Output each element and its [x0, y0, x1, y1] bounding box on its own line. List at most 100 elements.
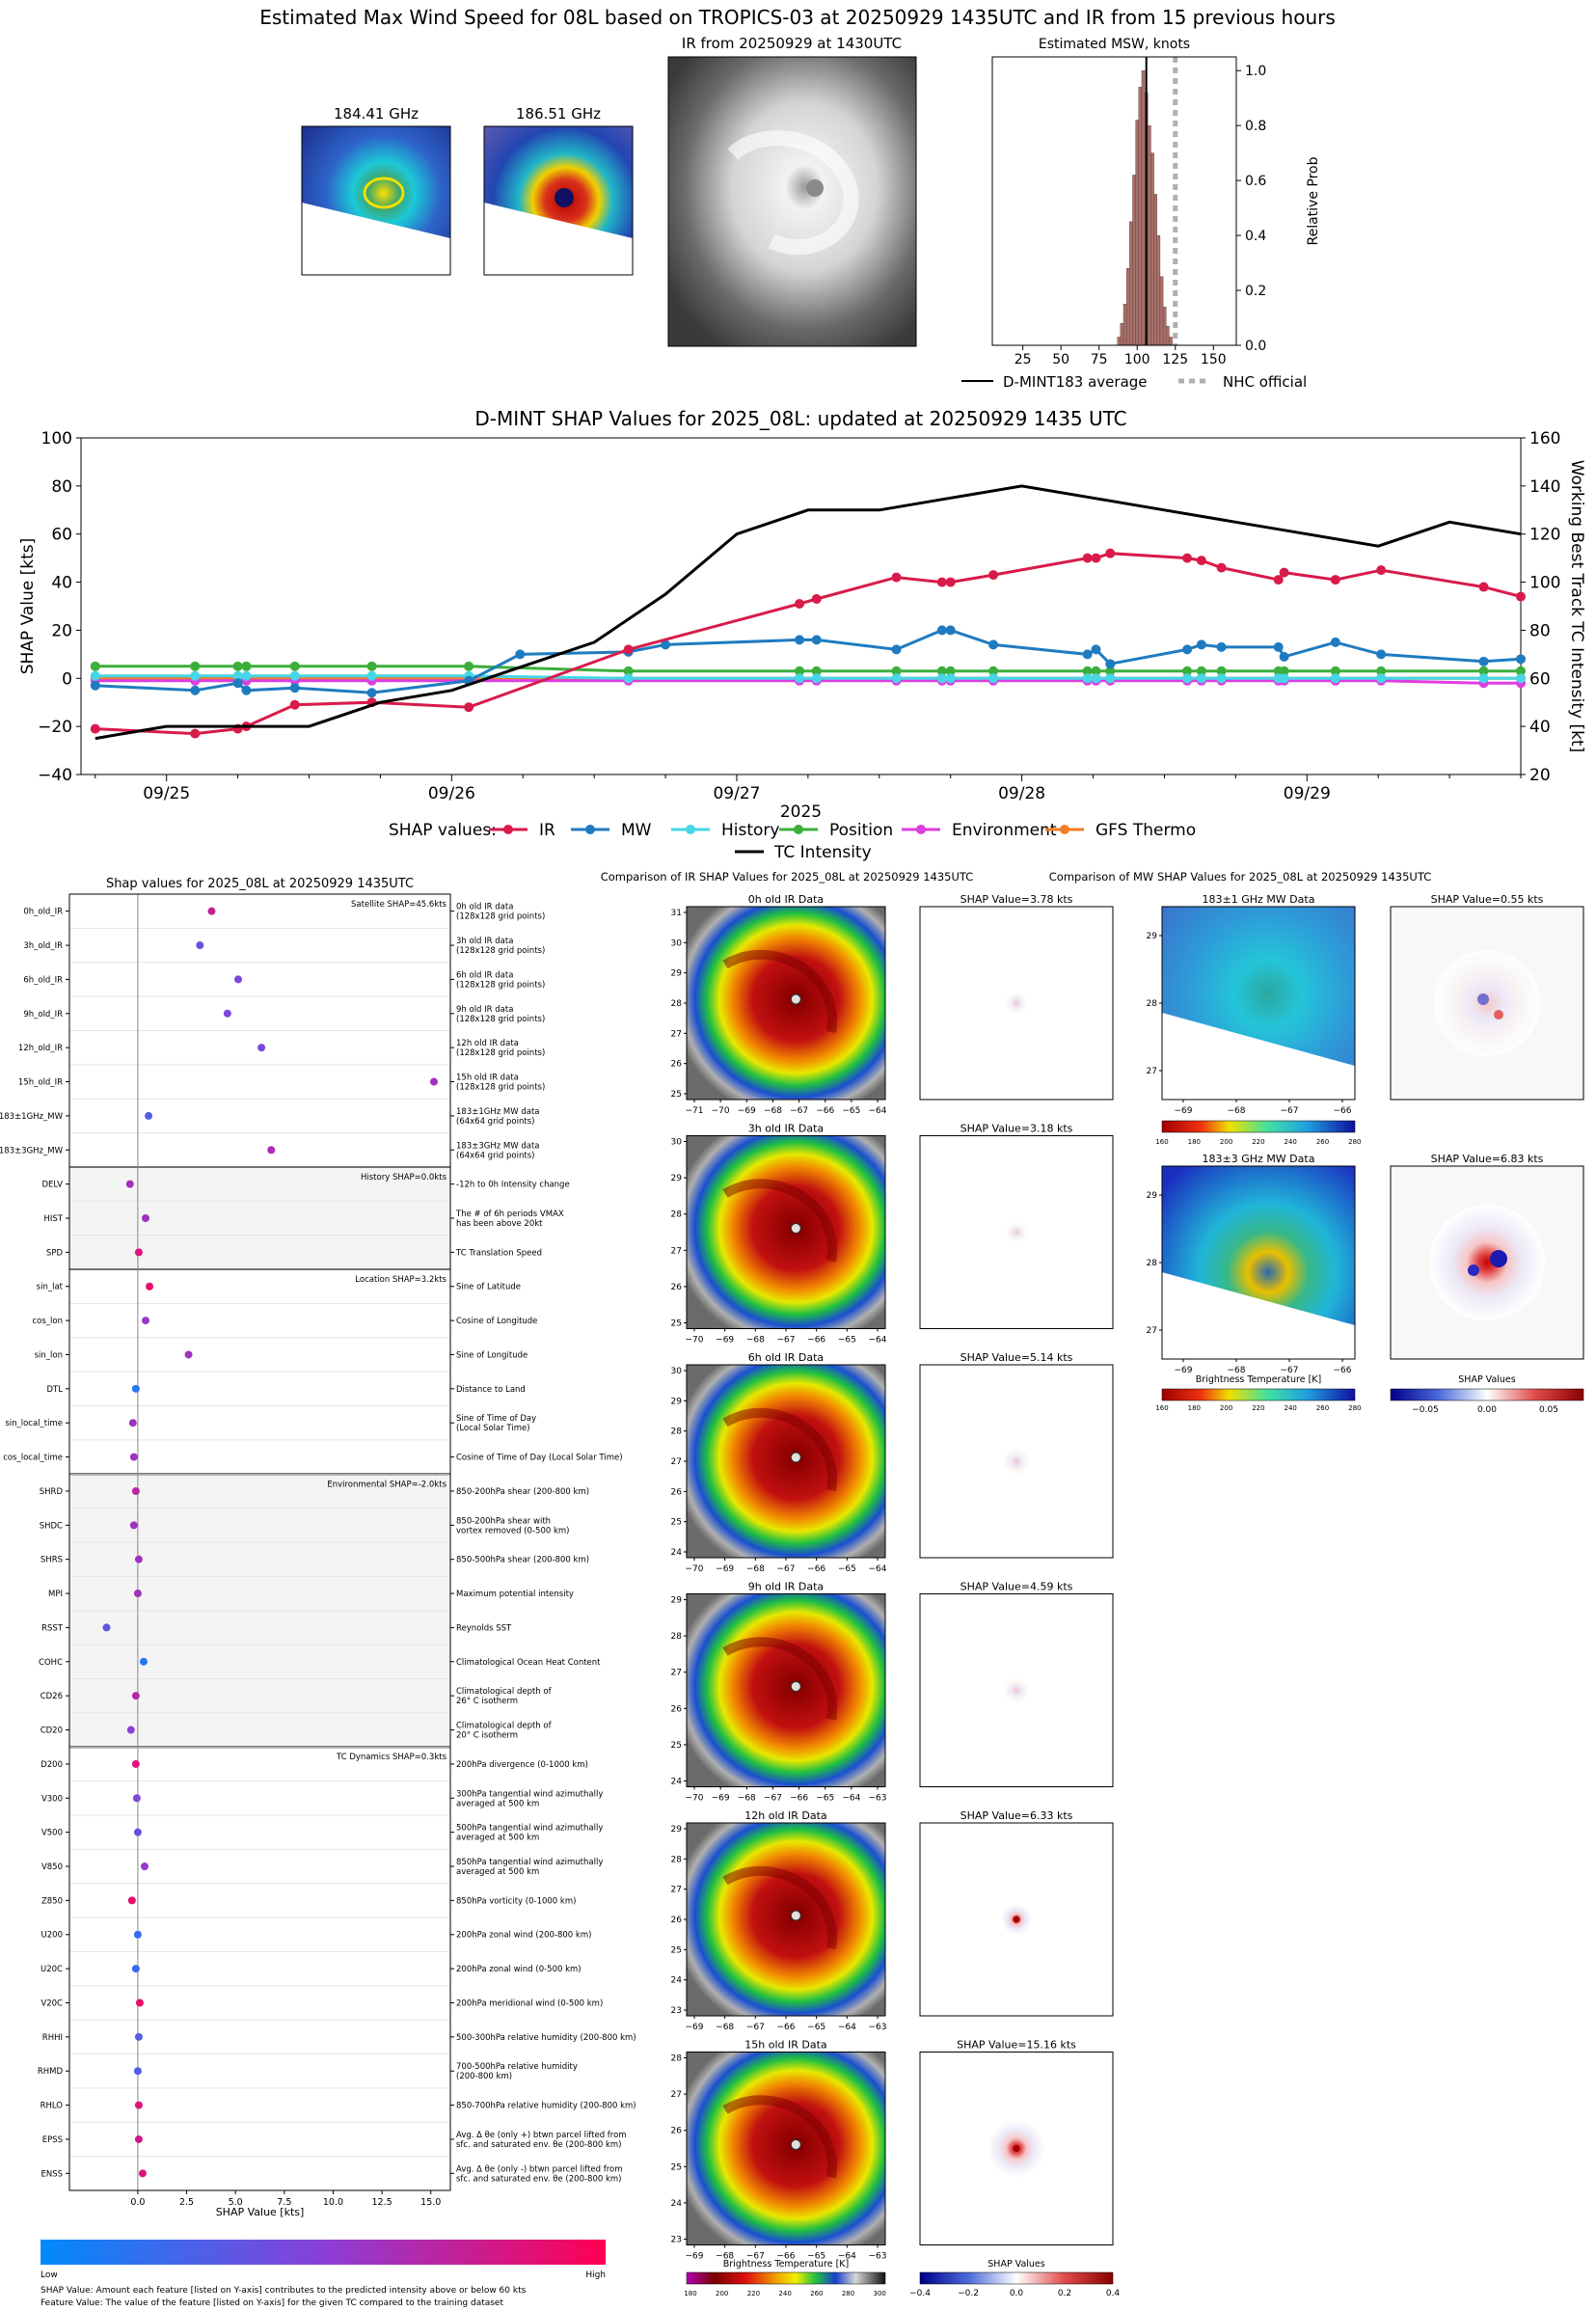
ir-ytick-label: 26 [671, 1916, 683, 1925]
ir-eye [790, 1910, 801, 1921]
mw-bt-colorbar-label: Brightness Temperature [K] [1196, 1374, 1321, 1385]
legend-label-ir: IR [539, 821, 555, 840]
feature-shap-point [257, 1044, 266, 1052]
feature-name-label: CD20 [41, 1726, 63, 1736]
series-point-position [623, 666, 634, 676]
mw-xtick-label: −68 [1228, 1366, 1246, 1375]
feature-shap-point [102, 1623, 111, 1632]
ir-shap-colorbar [919, 2271, 1114, 2285]
ir-image [687, 1365, 885, 1558]
feature-description: averaged at 500 km [456, 1867, 539, 1877]
series-point-position [232, 661, 243, 671]
legend-marker-gfs [1060, 825, 1069, 834]
feature-shap-point [128, 1419, 137, 1427]
series-point-mw [1196, 639, 1206, 650]
ir-ytick-label: 25 [671, 1090, 682, 1100]
feature-name-label: U200 [41, 1931, 63, 1941]
feature-shap-point [134, 1248, 143, 1257]
feature-description: 500-300hPa relative humidity (200-800 km… [456, 2033, 636, 2043]
series-point-position [464, 661, 474, 671]
group-label: History SHAP=0.0kts [361, 1173, 447, 1183]
histogram-bar [1162, 306, 1167, 346]
series-point-history [936, 673, 947, 684]
legend-marker-position [794, 825, 803, 834]
series-point-ir [1376, 565, 1387, 576]
legend-marker-mw [585, 825, 595, 834]
ir-xtick-label: −64 [869, 1336, 887, 1346]
series-point-history [1516, 673, 1526, 684]
series-point-ir [1105, 548, 1116, 558]
ir-xtick-label: −65 [807, 2023, 825, 2032]
ir-xtick-label: −69 [712, 1794, 730, 1804]
feature-shap-point [134, 2134, 143, 2143]
series-point-position [190, 661, 201, 671]
mw-compare-title: Comparison of MW SHAP Values for 2025_08… [1049, 870, 1431, 884]
feature-name-label: 3h_old_IR [23, 941, 63, 951]
feature-shap-point [133, 1930, 142, 1939]
ir-shap-tick-label: −0.2 [958, 2289, 979, 2298]
ir-eye [790, 1452, 801, 1463]
histogram-ytick-label: 0.6 [1245, 174, 1266, 189]
ir-xtick-label: −67 [746, 2023, 765, 2032]
feature-description: (128x128 grid points) [456, 980, 545, 990]
mw-bt-tick-label: 200 [1220, 1404, 1232, 1412]
ir-data-title: 9h old IR Data [748, 1581, 824, 1593]
mw-missing-data [1162, 1272, 1355, 1359]
histogram-ytick-label: 0.2 [1245, 284, 1266, 299]
group-label: TC Dynamics SHAP=0.3kts [336, 1753, 447, 1762]
ir-spiral-band [722, 949, 837, 1033]
ir-data-title: 3h old IR Data [748, 1123, 824, 1135]
feature-shap-point [207, 907, 216, 915]
feature-description: (128x128 grid points) [456, 1015, 545, 1024]
ir-eye [790, 1223, 801, 1234]
feature-shap-point [132, 1794, 141, 1803]
feature-description: sfc. and saturated env. θe (200-800 km) [456, 2140, 622, 2150]
feature-description: averaged at 500 km [456, 1799, 539, 1808]
mw-ytick-label: 27 [1147, 1067, 1157, 1076]
mw-xtick-label: −69 [1175, 1366, 1193, 1375]
ir-xtick-label: −66 [790, 1794, 808, 1804]
ir-shap-center [1003, 1677, 1030, 1703]
ir-ytick-label: 26 [671, 2127, 683, 2136]
series-point-ir [289, 699, 300, 710]
histogram-xtick-label: 100 [1124, 352, 1150, 367]
series-point-mw [241, 685, 252, 695]
feature-description: has been above 20kt [456, 1219, 543, 1229]
series-point-ir [945, 577, 956, 587]
feature-description: 9h old IR data [456, 1005, 513, 1015]
timeseries-ytick-label: 0 [62, 669, 72, 689]
series-line-mw [95, 628, 1522, 694]
mw2-image [483, 125, 634, 276]
mw-shap-frame [1390, 1165, 1584, 1360]
mw-bt-tick-label: 240 [1285, 1138, 1297, 1146]
feature-description: 200hPa meridional wind (0-500 km) [456, 1998, 603, 2008]
series-point-history [1091, 673, 1101, 684]
ir-spiral-band [722, 1179, 837, 1263]
feature-description: averaged at 500 km [456, 1834, 539, 1843]
feature-description: (64x64 grid points) [456, 1117, 534, 1127]
ir-ytick-label: 25 [671, 1319, 682, 1329]
series-point-position [1216, 666, 1227, 676]
feature-shap-point [234, 975, 243, 984]
mw-shap-colorbar-label: SHAP Values [1458, 1374, 1516, 1385]
mw-xtick-label: −67 [1281, 1106, 1299, 1116]
mw-bt-tick-label: 180 [1188, 1404, 1201, 1412]
series-point-ir [811, 594, 822, 605]
series-point-ir [1478, 582, 1489, 592]
feature-description: 700-500hPa relative humidity [456, 2062, 578, 2072]
ir-shap-title: SHAP Value=6.33 kts [960, 1809, 1073, 1822]
series-point-mw [1082, 649, 1093, 660]
series-point-mw [1376, 649, 1387, 660]
series-point-position [366, 661, 377, 671]
series-point-mw [1273, 641, 1284, 652]
timeseries-right-ytick-label: 140 [1529, 477, 1560, 497]
ir-xtick-label: −66 [807, 1336, 825, 1346]
series-point-history [988, 673, 999, 684]
timeseries-xtick-label: 09/29 [1284, 784, 1331, 803]
feature-xtick-label: 10.0 [323, 2197, 343, 2208]
mw-shap-negative-spot [1477, 993, 1489, 1005]
series-point-position [1082, 666, 1093, 676]
feature-name-label: 183±3GHz_MW [0, 1146, 64, 1156]
series-point-mw [515, 649, 526, 660]
feature-name-label: sin_lat [37, 1283, 64, 1292]
